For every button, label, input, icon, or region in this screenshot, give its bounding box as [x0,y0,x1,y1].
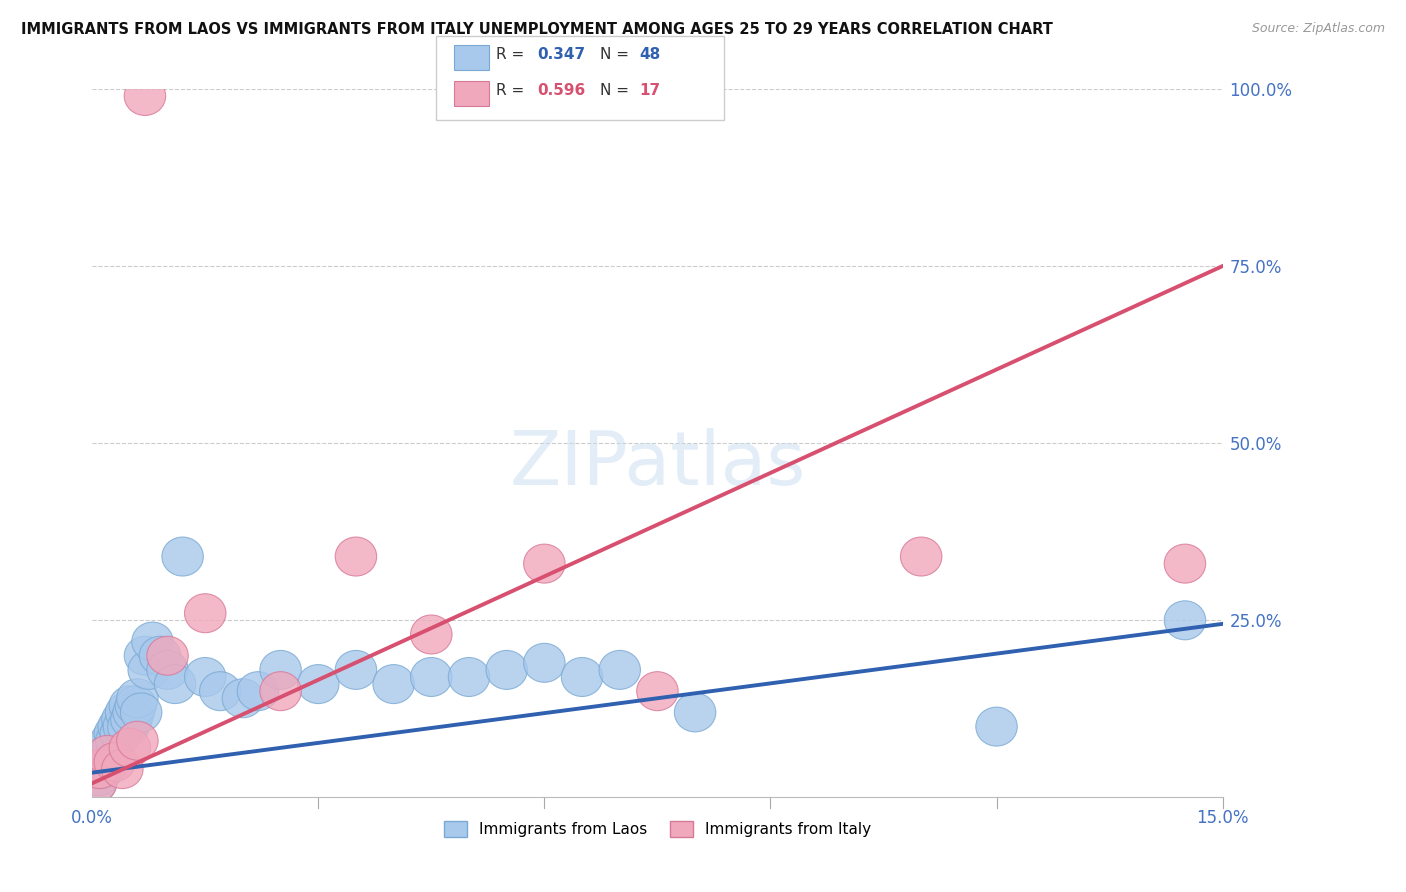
Ellipse shape [108,707,149,746]
Legend: Immigrants from Laos, Immigrants from Italy: Immigrants from Laos, Immigrants from It… [437,814,877,843]
Text: 17: 17 [640,83,661,97]
Ellipse shape [96,722,136,760]
Ellipse shape [599,650,641,690]
Ellipse shape [335,537,377,576]
Ellipse shape [75,764,117,803]
Ellipse shape [90,722,132,760]
Ellipse shape [238,672,278,711]
Text: R =: R = [496,83,530,97]
Ellipse shape [128,650,170,690]
Ellipse shape [146,636,188,675]
Ellipse shape [486,650,527,690]
Ellipse shape [121,693,162,732]
Text: ZIPatlas: ZIPatlas [509,428,806,501]
Text: Source: ZipAtlas.com: Source: ZipAtlas.com [1251,22,1385,36]
Ellipse shape [260,650,301,690]
Ellipse shape [79,749,121,789]
Ellipse shape [110,686,150,725]
Ellipse shape [335,650,377,690]
Ellipse shape [87,729,128,767]
Ellipse shape [124,77,166,115]
Ellipse shape [94,742,135,781]
Ellipse shape [900,537,942,576]
Text: 0.596: 0.596 [537,83,585,97]
Ellipse shape [139,636,181,675]
Ellipse shape [80,742,122,781]
Ellipse shape [87,735,128,774]
Ellipse shape [111,700,152,739]
Ellipse shape [1164,601,1206,640]
Ellipse shape [155,665,195,704]
Ellipse shape [523,643,565,682]
Ellipse shape [222,679,264,718]
Ellipse shape [184,657,226,697]
Ellipse shape [523,544,565,583]
Ellipse shape [449,657,489,697]
Text: N =: N = [600,47,634,62]
Ellipse shape [117,722,157,760]
Ellipse shape [146,650,188,690]
Ellipse shape [98,707,139,746]
Ellipse shape [110,729,150,767]
Text: N =: N = [600,83,634,97]
Ellipse shape [75,764,117,803]
Ellipse shape [260,672,301,711]
Ellipse shape [79,749,121,789]
Ellipse shape [101,700,143,739]
Text: R =: R = [496,47,530,62]
Ellipse shape [132,622,173,661]
Ellipse shape [89,742,129,781]
Ellipse shape [77,756,120,796]
Ellipse shape [84,735,127,774]
Ellipse shape [117,679,157,718]
Ellipse shape [411,615,453,654]
Ellipse shape [373,665,415,704]
Ellipse shape [101,749,143,789]
Ellipse shape [637,672,678,711]
Ellipse shape [93,729,134,767]
Text: 0.347: 0.347 [537,47,585,62]
Ellipse shape [94,714,135,753]
Ellipse shape [561,657,603,697]
Ellipse shape [103,707,145,746]
Ellipse shape [411,657,453,697]
Ellipse shape [124,636,166,675]
Text: IMMIGRANTS FROM LAOS VS IMMIGRANTS FROM ITALY UNEMPLOYMENT AMONG AGES 25 TO 29 Y: IMMIGRANTS FROM LAOS VS IMMIGRANTS FROM … [21,22,1053,37]
Text: 48: 48 [640,47,661,62]
Ellipse shape [115,686,156,725]
Ellipse shape [200,672,240,711]
Ellipse shape [298,665,339,704]
Ellipse shape [1164,544,1206,583]
Ellipse shape [675,693,716,732]
Ellipse shape [83,749,124,789]
Ellipse shape [105,693,146,732]
Ellipse shape [162,537,204,576]
Ellipse shape [184,594,226,632]
Ellipse shape [976,707,1018,746]
Ellipse shape [112,693,155,732]
Ellipse shape [100,714,142,753]
